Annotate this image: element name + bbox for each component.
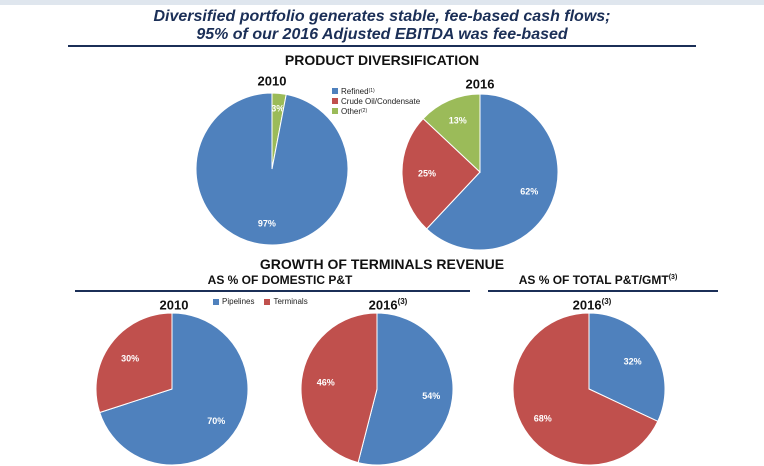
pie-label-refined: 62% (520, 187, 538, 197)
total-subtitle: AS % OF TOTAL P&T/GMT(3) (518, 273, 678, 287)
product-diversification-title: PRODUCT DIVERSIFICATION (284, 52, 480, 68)
pie-label-pipelines: 32% (624, 356, 642, 366)
legend-item-other: Other (2) (332, 106, 420, 116)
pie-slice-terminals (95, 312, 173, 414)
pie-label-pipelines: 54% (422, 391, 440, 401)
pie-slice-pipelines (588, 312, 666, 423)
headline-line-1: Diversified portfolio generates stable, … (153, 8, 611, 25)
pie-label-terminals: 30% (121, 354, 139, 364)
pie-label-refined: 97% (258, 218, 276, 228)
pie-2016-total-title: 2016(3) (572, 297, 612, 313)
pie-slice-refined (425, 93, 559, 251)
total-rule (488, 290, 718, 292)
pie-label-terminals: 68% (534, 413, 552, 423)
pie-2016-terminals-title: 2016(3) (368, 297, 408, 313)
domestic-rule (75, 290, 470, 292)
pie-2010-terminals-title: 2010 (159, 297, 189, 313)
pie-label-other: 3% (271, 103, 284, 113)
headline-line-2: 95% of our 2016 Adjusted EBITDA was fee-… (196, 26, 568, 43)
pie-2010-product-title: 2010 (257, 73, 287, 89)
legend-item-terminals: Terminals (264, 297, 308, 306)
pie-label-terminals: 46% (317, 378, 335, 388)
pie-label-pipelines: 70% (207, 416, 225, 426)
pie-slice-other (422, 93, 481, 174)
domestic-subtitle: AS % OF DOMESTIC P&T (207, 273, 353, 287)
legend-item-pipelines: Pipelines (213, 297, 254, 306)
pie-label-other: 13% (449, 115, 467, 125)
pie-2016-total: 32% 68% (512, 312, 666, 466)
legend-item-refined: Refined (1) (332, 86, 420, 96)
terminals-legend: Pipelines Terminals (213, 297, 318, 306)
legend-item-crude: Crude Oil/Condensate (332, 96, 420, 106)
top-bar (0, 0, 764, 5)
pie-2016-terminals: 54% 46% (300, 312, 454, 466)
pie-slice-crude-oil-condensate (401, 117, 481, 230)
product-legend: Refined (1) Crude Oil/Condensate Other (2) (332, 86, 420, 116)
growth-terminals-title: GROWTH OF TERMINALS REVENUE (259, 256, 505, 272)
pie-label-crude-oil-condensate: 25% (418, 169, 436, 179)
pie-slice-refined (195, 92, 349, 246)
pie-2010-product: 3% 97% (195, 92, 349, 246)
pie-2016-product: 62% 25% 13% (401, 93, 559, 251)
pie-2010-terminals: 70% 30% (95, 312, 249, 466)
pie-2016-product-title: 2016 (465, 76, 495, 92)
headline-rule (68, 45, 696, 47)
